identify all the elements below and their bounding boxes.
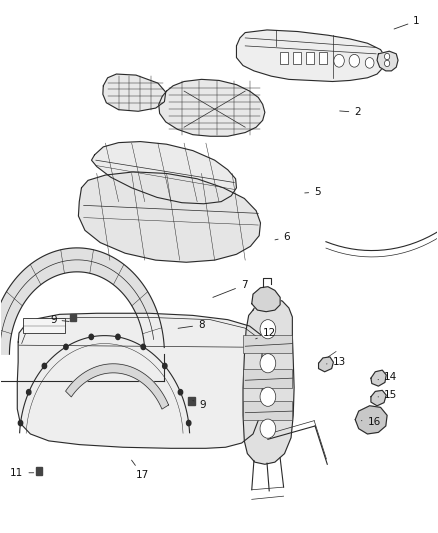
Circle shape: [365, 58, 374, 68]
Bar: [35, 467, 42, 475]
Bar: [306, 52, 314, 64]
Circle shape: [18, 421, 23, 426]
Text: 7: 7: [213, 280, 247, 297]
Polygon shape: [159, 79, 265, 136]
Bar: [22, 318, 65, 333]
Text: 2: 2: [339, 107, 361, 117]
Polygon shape: [17, 313, 263, 448]
Circle shape: [385, 60, 390, 67]
Bar: [188, 397, 194, 405]
Polygon shape: [237, 30, 385, 82]
Polygon shape: [66, 364, 169, 409]
Text: 1: 1: [394, 16, 420, 29]
Text: 11: 11: [10, 468, 34, 478]
Polygon shape: [252, 287, 280, 312]
Text: 9: 9: [50, 314, 69, 325]
Circle shape: [260, 387, 276, 406]
Polygon shape: [377, 51, 398, 71]
Text: 5: 5: [305, 187, 321, 197]
Polygon shape: [103, 74, 166, 111]
Bar: [70, 314, 76, 321]
Polygon shape: [243, 298, 294, 464]
Circle shape: [260, 419, 276, 438]
Text: 9: 9: [193, 400, 206, 410]
Circle shape: [141, 344, 145, 350]
Circle shape: [334, 54, 344, 67]
Text: 12: 12: [256, 328, 276, 339]
Polygon shape: [78, 172, 261, 262]
Circle shape: [187, 421, 191, 426]
Text: 13: 13: [327, 357, 346, 367]
Circle shape: [349, 54, 360, 67]
Polygon shape: [371, 370, 386, 386]
Bar: [244, 335, 292, 353]
Circle shape: [385, 53, 390, 60]
Bar: [280, 52, 288, 64]
Polygon shape: [371, 390, 386, 406]
Polygon shape: [355, 406, 387, 434]
Text: 16: 16: [361, 417, 381, 427]
Polygon shape: [92, 142, 237, 204]
Polygon shape: [318, 357, 333, 372]
Circle shape: [42, 364, 46, 369]
Text: 15: 15: [378, 390, 397, 400]
Text: 14: 14: [378, 372, 397, 382]
Circle shape: [27, 390, 31, 395]
Circle shape: [116, 334, 120, 340]
Text: 6: 6: [275, 232, 290, 243]
Circle shape: [162, 364, 167, 369]
Bar: [293, 52, 301, 64]
Circle shape: [260, 320, 276, 339]
Circle shape: [260, 354, 276, 373]
Circle shape: [89, 334, 93, 340]
Circle shape: [64, 344, 68, 350]
Bar: [244, 401, 292, 419]
Bar: [244, 369, 292, 387]
Polygon shape: [0, 248, 164, 354]
Text: 8: 8: [178, 320, 205, 330]
Text: 17: 17: [131, 460, 149, 480]
Circle shape: [178, 390, 183, 395]
Bar: [319, 52, 327, 64]
